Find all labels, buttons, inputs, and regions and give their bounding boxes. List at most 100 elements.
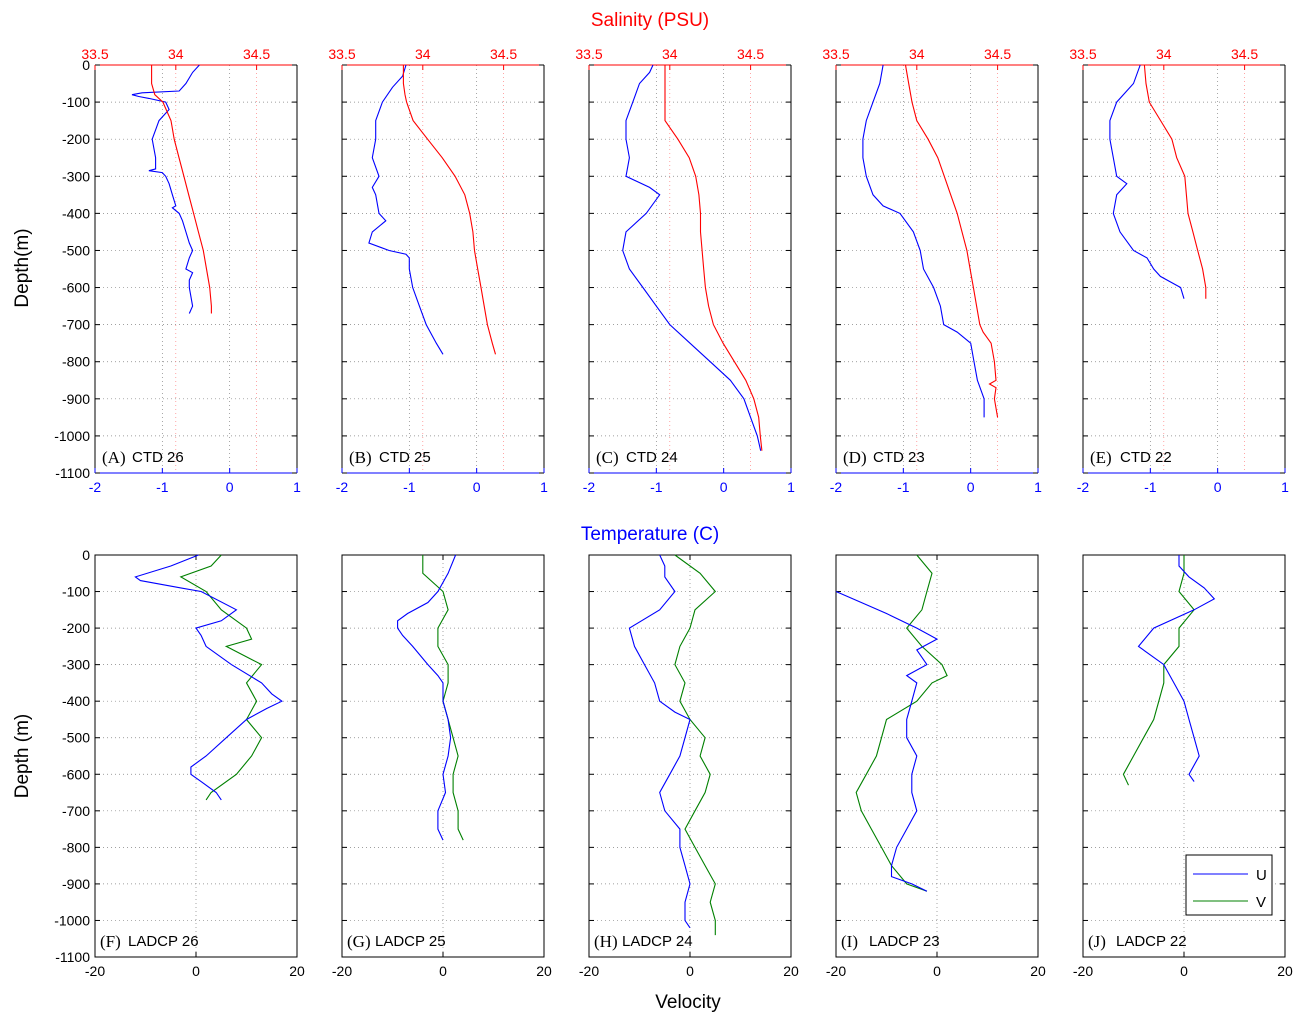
ctd-panel-name: CTD 25 [379, 449, 431, 466]
ladcp-ytick-label: -800 [62, 839, 90, 855]
legend-v-label: V [1256, 894, 1266, 911]
ctd-temperature-line [622, 64, 762, 451]
ctd-xtick-label-bottom: -2 [830, 479, 843, 495]
ctd-xtick-label-bottom: 1 [293, 479, 301, 495]
ladcp-xtick-label: -20 [332, 963, 352, 979]
ctd-xtick-label-bottom: -2 [583, 479, 596, 495]
ladcp-panel-label: (F) [100, 932, 121, 951]
ctd-xtick-label-bottom: 1 [1034, 479, 1042, 495]
ctd-panel-name: CTD 22 [1120, 449, 1172, 466]
ctd-xtick-label-bottom: -2 [336, 479, 349, 495]
ctd-xtick-label-bottom: -2 [89, 479, 102, 495]
mid-title: Temperature (C) [581, 524, 719, 545]
ladcp-panel-1: 0-100-200-300-400-500-600-700-800-900-10… [54, 547, 305, 979]
ladcp-u-line [835, 590, 939, 892]
ctd-ytick-label: -500 [62, 242, 90, 258]
ctd-xtick-label-bottom: -2 [1077, 479, 1090, 495]
ctd-xtick-label-top: 33.5 [81, 46, 108, 62]
ctd-ytick-label: -300 [62, 168, 90, 184]
ladcp-xtick-label: 20 [289, 963, 305, 979]
ladcp-panel-name: LADCP 26 [128, 933, 199, 950]
ladcp-xtick-label: 20 [783, 963, 799, 979]
ctd-ytick-label: -800 [62, 354, 90, 370]
ctd-xtick-label-bottom: 1 [1281, 479, 1289, 495]
ctd-xtick-label-bottom: 0 [720, 479, 728, 495]
ctd-panel-label: (E) [1090, 448, 1112, 467]
ladcp-panel-3: -20 0 20 (H) LADCP 24 [579, 554, 799, 979]
ladcp-xtick-label: -20 [826, 963, 846, 979]
ctd-xtick-label-bottom: 0 [967, 479, 975, 495]
ctd-panel-label: (B) [349, 448, 372, 467]
ladcp-panel-name: LADCP 22 [1116, 933, 1187, 950]
ladcp-panel-name: LADCP 25 [375, 933, 446, 950]
ladcp-u-line [628, 554, 691, 929]
ladcp-xtick-label: 0 [933, 963, 941, 979]
ctd-panel-label: (D) [843, 448, 867, 467]
ladcp-ytick-label: -100 [62, 584, 90, 600]
bottom-ylabel: Depth (m) [12, 714, 33, 798]
ctd-xtick-label-top: 34.5 [243, 46, 270, 62]
ctd-ytick-label: -400 [62, 205, 90, 221]
ctd-panel-name: CTD 24 [626, 449, 678, 466]
ladcp-ytick-label: -400 [62, 693, 90, 709]
ctd-ytick-label: -900 [62, 391, 90, 407]
ladcp-ytick-label: -900 [62, 876, 90, 892]
ctd-ytick-label: -100 [62, 94, 90, 110]
ctd-xtick-label-bottom: -1 [403, 479, 416, 495]
ctd-xtick-label-top: 33.5 [1069, 46, 1096, 62]
ctd-ytick-label: 0 [82, 57, 90, 73]
top-ylabel: Depth(m) [12, 228, 33, 307]
ctd-xtick-label-top: 34.5 [1231, 46, 1258, 62]
ctd-panel-3: -2 -1 0 1 33.5 34 34.5 (C) CTD 24 [575, 46, 795, 495]
ctd-xtick-label-top: 34 [909, 46, 925, 62]
ctd-ytick-label: -700 [62, 317, 90, 333]
ctd-temperature-line [368, 64, 444, 355]
ladcp-xtick-label: 20 [1030, 963, 1046, 979]
ctd-panel-label: (A) [102, 448, 126, 467]
ladcp-xtick-label: 20 [536, 963, 552, 979]
ctd-panel-name: CTD 26 [132, 449, 184, 466]
ladcp-panel-2: -20 0 20 (G) LADCP 25 [332, 554, 552, 979]
ladcp-u-line [397, 554, 457, 841]
ladcp-v-line [1122, 555, 1195, 786]
ctd-panel-name: CTD 23 [873, 449, 925, 466]
ladcp-panel-name: LADCP 24 [622, 933, 693, 950]
ladcp-panel-5: -20 0 20 (J) LADCP 22 [1073, 554, 1293, 979]
ctd-xtick-label-top: 34 [662, 46, 678, 62]
ctd-xtick-label-top: 34.5 [737, 46, 764, 62]
ctd-ytick-label: -1000 [54, 428, 90, 444]
ctd-xtick-label-top: 33.5 [575, 46, 602, 62]
ladcp-v-line [179, 554, 263, 801]
ctd-xtick-label-top: 33.5 [328, 46, 355, 62]
ctd-salinity-line [664, 65, 763, 451]
ctd-xtick-label-top: 34 [1156, 46, 1172, 62]
ladcp-panel-label: (J) [1088, 932, 1106, 951]
ctd-xtick-label-bottom: -1 [650, 479, 663, 495]
ladcp-u-line [1137, 555, 1216, 782]
ctd-xtick-label-bottom: -1 [897, 479, 910, 495]
ladcp-xtick-label: -20 [579, 963, 599, 979]
ladcp-ytick-label: -200 [62, 620, 90, 636]
ctd-xtick-label-bottom: 0 [226, 479, 234, 495]
ladcp-xtick-label: 0 [686, 963, 694, 979]
ladcp-xtick-label: 20 [1277, 963, 1293, 979]
ctd-salinity-line [1143, 64, 1207, 299]
ctd-xtick-label-bottom: -1 [156, 479, 169, 495]
ladcp-ytick-label: -500 [62, 730, 90, 746]
ctd-xtick-label-top: 34 [168, 46, 184, 62]
ctd-ytick-label: -200 [62, 131, 90, 147]
ladcp-panel-label: (G) [347, 932, 371, 951]
ctd-panel-1: 0-100-200-300-400-500-600-700-800-900-10… [54, 46, 301, 495]
ladcp-ytick-label: -1000 [54, 912, 90, 928]
ctd-panel-label: (C) [596, 448, 619, 467]
top-title: Salinity (PSU) [591, 10, 709, 31]
ladcp-panel-label: (I) [841, 932, 858, 951]
ctd-temperature-line [131, 64, 200, 314]
ladcp-ytick-label: -1100 [55, 949, 90, 965]
legend-u-label: U [1256, 867, 1267, 884]
ctd-ytick-label: -600 [62, 280, 90, 296]
ctd-temperature-line [1109, 64, 1185, 299]
ctd-ytick-label: -1100 [55, 465, 90, 481]
bottom-xlabel: Velocity [655, 992, 721, 1013]
